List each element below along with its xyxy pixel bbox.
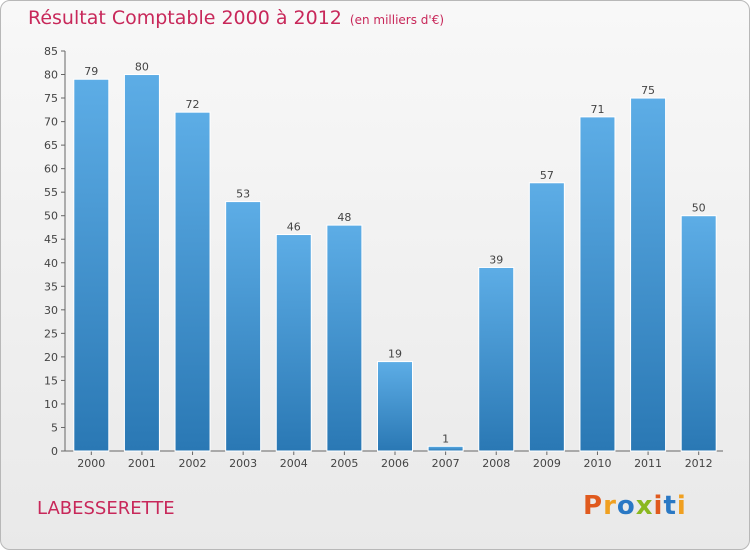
brand-letter: t: [663, 491, 677, 521]
brand-letter: r: [603, 491, 617, 521]
bar-value-label: 53: [236, 188, 250, 201]
commune-name: LABESSERETTE: [37, 498, 175, 519]
bars-group: 79 80 72 53 46 48 19 1 39 57 71 75 50: [73, 61, 717, 452]
bar: [225, 201, 262, 452]
x-tick-label: 2005: [330, 457, 358, 470]
bar-value-label: 46: [287, 221, 301, 234]
brand-letter: x: [635, 491, 654, 521]
bar-value-label: 71: [590, 103, 604, 116]
y-tick-label: 0: [51, 445, 58, 458]
bar-value-label: 79: [84, 65, 98, 78]
bar: [275, 234, 312, 452]
x-tick-label: 2006: [381, 457, 409, 470]
bar: [326, 224, 363, 452]
y-tick-label: 85: [44, 45, 58, 58]
chart-subtitle: (en milliers d'€): [349, 13, 445, 27]
x-tick-label: 2010: [583, 457, 611, 470]
brand-letter: o: [616, 491, 636, 521]
y-tick-label: 10: [44, 398, 58, 411]
x-tick-label: 2001: [128, 457, 156, 470]
bar: [680, 215, 717, 452]
bar-value-label: 57: [540, 169, 554, 182]
bar: [174, 111, 211, 452]
x-tick-label: 2000: [77, 457, 105, 470]
bar-value-label: 19: [388, 348, 402, 361]
y-tick-label: 50: [44, 210, 58, 223]
brand-logo: Proxiti: [583, 491, 687, 521]
bar: [528, 182, 565, 452]
bar-value-label: 39: [489, 253, 503, 266]
y-tick-label: 60: [44, 163, 58, 176]
y-tick-label: 35: [44, 280, 58, 293]
y-tick-label: 25: [44, 327, 58, 340]
bar: [377, 361, 413, 452]
chart-title: Résultat Comptable 2000 à 2012: [28, 7, 342, 29]
bar: [478, 266, 515, 452]
y-tick-label: 70: [44, 116, 58, 129]
bar-value-label: 80: [135, 61, 149, 74]
bar-value-label: 72: [186, 98, 200, 111]
y-tick-label: 55: [44, 186, 58, 199]
bar: [73, 78, 110, 452]
y-tick-label: 75: [44, 92, 58, 105]
y-tick-label: 20: [44, 351, 58, 364]
y-tick-label: 65: [44, 139, 58, 152]
chart-title-block: Résultat Comptable 2000 à 2012 (en millie…: [28, 7, 444, 29]
x-tick-label: 2009: [533, 457, 561, 470]
brand-letter: i: [653, 491, 664, 521]
y-tick-label: 45: [44, 233, 58, 246]
y-tick-label: 15: [44, 374, 58, 387]
brand-letter: P: [583, 491, 604, 521]
bar: [630, 97, 667, 452]
y-tick-label: 30: [44, 304, 58, 317]
x-tick-label: 2003: [229, 457, 257, 470]
x-tick-label: 2011: [634, 457, 662, 470]
x-tick-label: 2002: [179, 457, 207, 470]
bar-value-label: 50: [692, 202, 706, 215]
bar-value-label: 1: [442, 432, 449, 445]
x-tick-label: 2012: [685, 457, 713, 470]
x-tick-label: 2008: [482, 457, 510, 470]
bar-value-label: 75: [641, 84, 655, 97]
y-tick-label: 5: [51, 421, 58, 434]
y-tick-label: 80: [44, 69, 58, 82]
x-tick-label: 2007: [432, 457, 460, 470]
y-tick-label: 40: [44, 257, 58, 270]
bar: [427, 445, 464, 452]
bar-value-label: 48: [337, 211, 351, 224]
bar: [579, 116, 616, 452]
bar: [123, 74, 160, 452]
brand-letter: i: [676, 491, 687, 521]
x-tick-label: 2004: [280, 457, 308, 470]
